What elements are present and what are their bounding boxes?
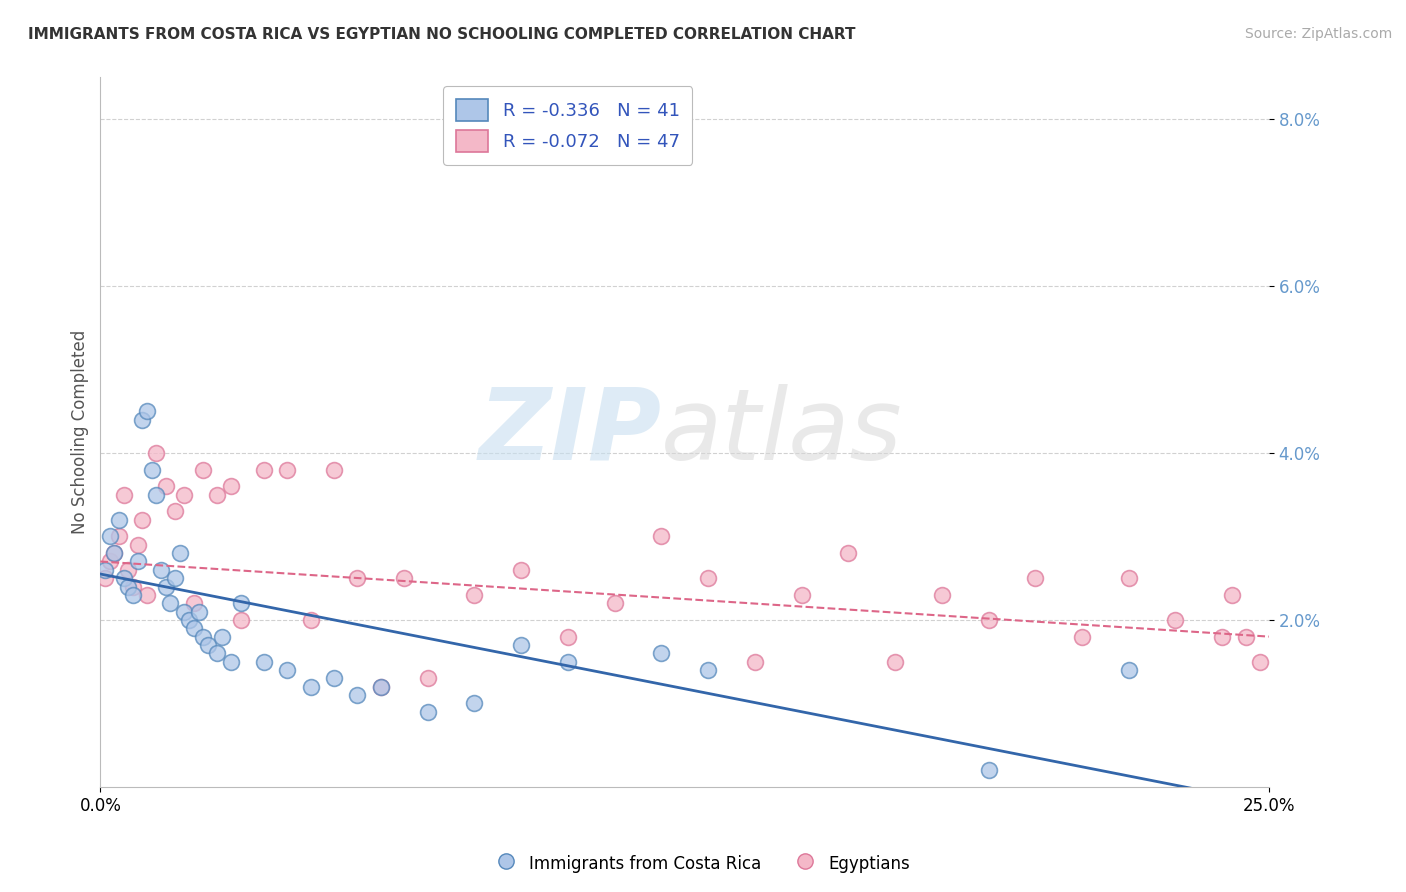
Point [183, 621, 205, 635]
Point [977, 613, 1000, 627]
Point [697, 663, 720, 677]
Point [1118, 663, 1140, 677]
Point [103, 546, 125, 560]
Point [463, 588, 485, 602]
Point [977, 763, 1000, 777]
Point [370, 680, 392, 694]
Point [173, 605, 195, 619]
Point [416, 705, 439, 719]
Point [650, 529, 672, 543]
Point [1234, 630, 1257, 644]
Legend: R = -0.336   N = 41, R = -0.072   N = 47: R = -0.336 N = 41, R = -0.072 N = 47 [443, 87, 692, 165]
Point [108, 513, 131, 527]
Point [557, 655, 579, 669]
Point [169, 546, 191, 560]
Text: IMMIGRANTS FROM COSTA RICA VS EGYPTIAN NO SCHOOLING COMPLETED CORRELATION CHART: IMMIGRANTS FROM COSTA RICA VS EGYPTIAN N… [28, 27, 856, 42]
Y-axis label: No Schooling Completed: No Schooling Completed [72, 330, 89, 534]
Point [219, 479, 242, 493]
Text: Source: ZipAtlas.com: Source: ZipAtlas.com [1244, 27, 1392, 41]
Point [1164, 613, 1187, 627]
Point [1249, 655, 1271, 669]
Point [98, 554, 121, 568]
Point [276, 663, 298, 677]
Point [187, 605, 209, 619]
Point [603, 596, 626, 610]
Point [1118, 571, 1140, 585]
Point [136, 404, 159, 418]
Point [112, 488, 135, 502]
Point [299, 613, 322, 627]
Point [98, 529, 121, 543]
Point [1071, 630, 1094, 644]
Point [650, 646, 672, 660]
Point [136, 588, 159, 602]
Point [1211, 630, 1233, 644]
Point [253, 655, 276, 669]
Point [179, 613, 201, 627]
Point [197, 638, 219, 652]
Point [193, 630, 215, 644]
Point [183, 596, 205, 610]
Point [150, 563, 173, 577]
Point [131, 412, 153, 426]
Point [173, 488, 195, 502]
Point [253, 463, 276, 477]
Legend: Immigrants from Costa Rica, Egyptians: Immigrants from Costa Rica, Egyptians [489, 847, 917, 880]
Text: atlas: atlas [661, 384, 903, 481]
Point [557, 630, 579, 644]
Point [131, 513, 153, 527]
Point [94, 563, 117, 577]
Point [276, 463, 298, 477]
Point [127, 538, 149, 552]
Point [790, 588, 813, 602]
Point [219, 655, 242, 669]
Point [205, 488, 228, 502]
Point [837, 546, 859, 560]
Point [931, 588, 953, 602]
Point [323, 463, 346, 477]
Point [884, 655, 907, 669]
Point [205, 646, 228, 660]
Point [392, 571, 415, 585]
Point [141, 463, 163, 477]
Point [108, 529, 131, 543]
Point [122, 588, 145, 602]
Point [370, 680, 392, 694]
Point [155, 479, 177, 493]
Point [117, 580, 139, 594]
Point [346, 688, 368, 702]
Point [211, 630, 233, 644]
Point [159, 596, 181, 610]
Point [1220, 588, 1243, 602]
Point [416, 671, 439, 685]
Point [145, 488, 167, 502]
Point [299, 680, 322, 694]
Point [1024, 571, 1046, 585]
Text: ZIP: ZIP [478, 384, 661, 481]
Point [127, 554, 149, 568]
Point [165, 571, 187, 585]
Point [193, 463, 215, 477]
Point [94, 571, 117, 585]
Point [510, 563, 533, 577]
Point [323, 671, 346, 685]
Point [510, 638, 533, 652]
Point [697, 571, 720, 585]
Point [117, 563, 139, 577]
Point [112, 571, 135, 585]
Point [346, 571, 368, 585]
Point [463, 697, 485, 711]
Point [165, 504, 187, 518]
Point [229, 613, 252, 627]
Point [122, 580, 145, 594]
Point [155, 580, 177, 594]
Point [229, 596, 252, 610]
Point [744, 655, 766, 669]
Point [145, 446, 167, 460]
Point [103, 546, 125, 560]
